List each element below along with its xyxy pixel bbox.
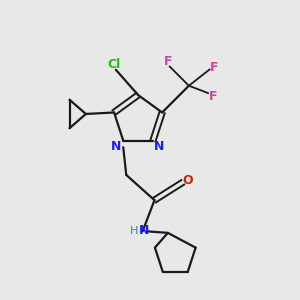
Text: N: N — [154, 140, 165, 153]
Text: F: F — [164, 55, 172, 68]
Text: F: F — [209, 90, 217, 103]
Text: O: O — [182, 174, 193, 187]
Text: Cl: Cl — [107, 58, 121, 71]
Text: N: N — [139, 224, 150, 237]
Text: F: F — [210, 61, 219, 74]
Text: N: N — [111, 140, 121, 153]
Text: H: H — [130, 226, 138, 236]
